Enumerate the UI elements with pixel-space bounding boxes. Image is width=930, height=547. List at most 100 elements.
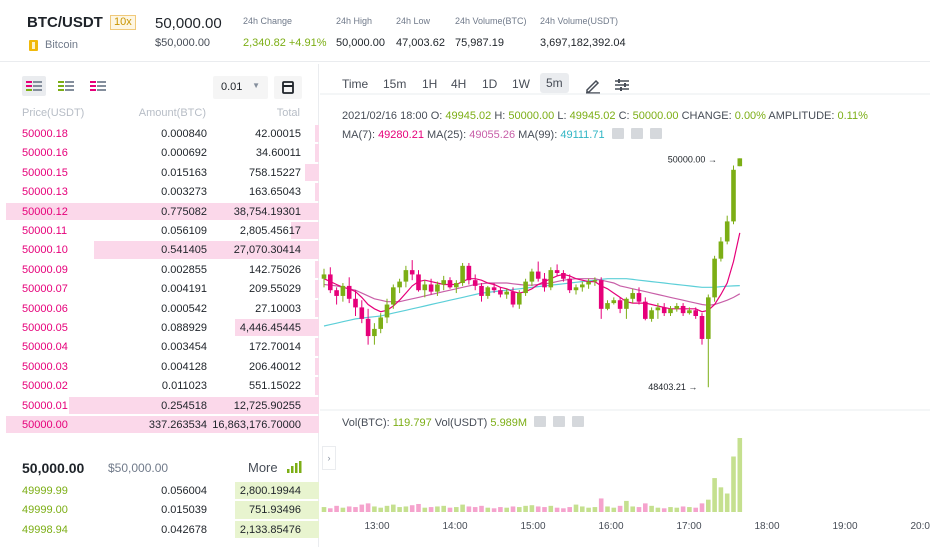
gear-icon[interactable] xyxy=(630,128,643,139)
stat-label: 24h Volume(USDT) xyxy=(540,16,619,26)
volume-bar xyxy=(586,507,591,512)
interval-time[interactable]: Time xyxy=(342,77,369,91)
amount-cell: 0.000542 xyxy=(161,302,207,315)
volume-bar xyxy=(340,507,346,512)
ask-row[interactable]: 50000.16 0.000692 34.60011 xyxy=(0,143,319,162)
candlestick-chart[interactable]: 50000.00 → 48403.21 → 13:00 14:00 15:00 16:00… xyxy=(320,64,930,547)
close-icon[interactable] xyxy=(649,128,662,139)
ask-row[interactable]: 50000.02 0.011023 551.15022 xyxy=(0,376,319,395)
interval-15m[interactable]: 15m xyxy=(383,77,407,91)
ask-row[interactable]: 50000.04 0.003454 172.70014 xyxy=(0,337,319,356)
volume-bar xyxy=(346,506,352,512)
candle-body xyxy=(510,291,516,305)
tick-size-select[interactable]: 0.01 ▼ xyxy=(213,76,268,99)
eye-icon[interactable] xyxy=(611,128,624,139)
volume-bar xyxy=(454,507,459,512)
orderbook-settings-icon[interactable] xyxy=(274,76,302,99)
vol-btc-label: Vol(BTC): xyxy=(342,417,390,429)
candle-body xyxy=(573,287,579,291)
orderbook-both-icon[interactable] xyxy=(22,76,46,96)
x-tick-label: 20:00 xyxy=(910,521,930,532)
more-link[interactable]: More xyxy=(248,460,278,475)
volume-bar xyxy=(359,504,365,512)
interval-1h[interactable]: 1H xyxy=(422,77,438,91)
volume-bar xyxy=(611,507,617,512)
orderbook-asks-icon[interactable] xyxy=(86,76,110,96)
close-icon[interactable] xyxy=(572,416,585,427)
volume-bar xyxy=(321,507,327,512)
coin-name-link[interactable]: Bitcoin xyxy=(45,39,79,51)
depth-bar xyxy=(315,260,319,279)
candle-body xyxy=(403,270,409,282)
ask-row[interactable]: 50000.10 0.541405 27,070.30414 xyxy=(0,240,319,259)
stat-value: 3,697,182,392.04 xyxy=(540,37,626,49)
eye-icon[interactable] xyxy=(534,416,547,427)
chevron-down-icon: ▼ xyxy=(252,81,260,90)
candle-body xyxy=(409,270,415,275)
candle-body xyxy=(422,284,428,291)
amount-cell: 337.263534 xyxy=(148,419,207,431)
volume-bar xyxy=(523,505,528,512)
total-cell: 2,133.85476 xyxy=(239,523,301,536)
indicator-settings-icon[interactable] xyxy=(613,76,631,94)
total-cell: 2,805.45617 xyxy=(239,225,301,237)
amount-cell: 0.011023 xyxy=(161,380,207,393)
volume-bar xyxy=(384,505,390,512)
gear-icon[interactable] xyxy=(553,416,566,427)
ask-row[interactable]: 50000.03 0.004128 206.40012 xyxy=(0,357,319,376)
interval-1w[interactable]: 1W xyxy=(512,77,530,91)
volume-bar xyxy=(693,507,698,512)
volume-bar xyxy=(353,507,358,512)
depth-bar xyxy=(315,280,319,298)
candle-body xyxy=(699,316,705,339)
ask-row[interactable]: 50000.18 0.000840 42.00015 xyxy=(0,124,319,143)
candle-body xyxy=(479,285,484,296)
candle-body xyxy=(624,298,629,309)
price-cell: 50000.01 xyxy=(22,399,68,412)
bid-row[interactable]: 49998.94 0.042678 2,133.85476 xyxy=(0,520,319,539)
candle-body xyxy=(706,297,711,339)
open-label: O: xyxy=(430,110,443,122)
pair-title[interactable]: BTC/USDT xyxy=(27,14,103,31)
total-cell: 34.60011 xyxy=(255,147,301,160)
depth-bar xyxy=(315,338,319,356)
ask-row[interactable]: 50000.15 0.015163 758.15227 xyxy=(0,163,319,182)
candle-body xyxy=(561,273,566,279)
volume-bar xyxy=(372,506,377,512)
bid-row[interactable]: 49999.00 0.015039 751.93496 xyxy=(0,500,319,519)
volume-bar xyxy=(491,508,497,512)
candle-body xyxy=(718,241,724,259)
interval-1d[interactable]: 1D xyxy=(482,77,498,91)
last-price: 50,000.00 xyxy=(155,15,222,32)
ask-row[interactable]: 50000.07 0.004191 209.55029 xyxy=(0,279,319,298)
interval-5m[interactable]: 5m xyxy=(540,73,569,93)
total-cell: 209.55029 xyxy=(249,283,301,296)
volume-bar xyxy=(441,505,446,512)
volume-info: Vol(BTC): 119.797 Vol(USDT) 5.989M xyxy=(342,416,585,429)
high-label: H: xyxy=(494,110,506,122)
vol-usdt-label: Vol(USDT) xyxy=(434,417,488,429)
ask-row[interactable]: 50000.05 0.088929 4,446.45445 xyxy=(0,318,319,337)
candle-body xyxy=(592,280,598,282)
bar-signal-icon[interactable] xyxy=(286,461,302,473)
interval-4h[interactable]: 4H xyxy=(451,77,467,91)
ask-row[interactable]: 50000.00 337.263534 16,863,176.70000 xyxy=(0,415,319,434)
total-cell: 551.15022 xyxy=(249,380,301,393)
ask-row[interactable]: 50000.09 0.002855 142.75026 xyxy=(0,260,319,279)
orderbook-bids-icon[interactable] xyxy=(54,76,78,96)
price-cell: 50000.18 xyxy=(22,128,68,140)
pencil-draw-icon[interactable] xyxy=(584,76,602,94)
amount-cell: 0.775082 xyxy=(161,205,207,218)
ask-row[interactable]: 50000.06 0.000542 27.10003 xyxy=(0,299,319,318)
ask-row[interactable]: 50000.13 0.003273 163.65043 xyxy=(0,182,319,201)
mid-price-usd: $50,000.00 xyxy=(108,461,169,475)
ask-row[interactable]: 50000.11 0.056109 2,805.45617 xyxy=(0,221,319,240)
volume-bar xyxy=(548,505,554,512)
ask-row[interactable]: 50000.12 0.775082 38,754.19301 xyxy=(0,202,319,221)
volume-bar xyxy=(391,504,396,512)
mid-price[interactable]: 50,000.00 xyxy=(22,460,85,476)
ask-row[interactable]: 50000.01 0.254518 12,725.90255 xyxy=(0,396,319,415)
bid-row[interactable]: 49999.99 0.056004 2,800.19944 xyxy=(0,481,319,500)
chevron-right-icon[interactable]: › xyxy=(322,446,336,470)
candle-body xyxy=(542,278,547,288)
